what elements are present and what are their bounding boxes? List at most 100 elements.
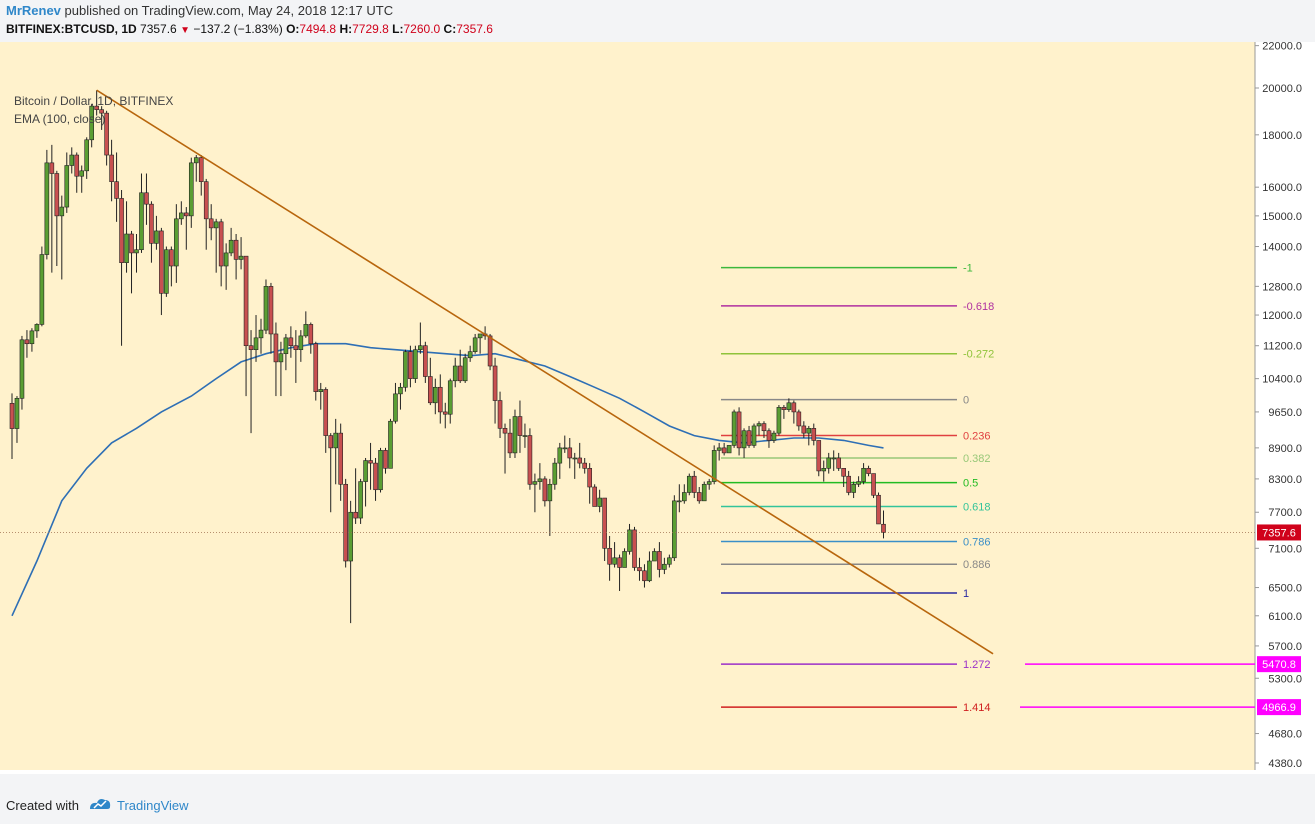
candle-body	[398, 386, 403, 395]
candle-body	[84, 139, 89, 172]
footer: Created with TradingView	[0, 786, 1315, 824]
price-chart[interactable]: ec18201815Feb15Mar15Apr16May15Jun15Jul22…	[0, 41, 1315, 786]
candle-body	[816, 440, 822, 472]
candle-body	[198, 157, 204, 182]
candle-body	[781, 407, 787, 410]
candle-body	[672, 500, 677, 559]
candle-body	[149, 203, 154, 244]
ohlc-line: BITFINEX:BTCUSD, 1D 7357.6 ▼ −137.2 (−1.…	[6, 22, 493, 36]
candle-body	[218, 221, 224, 267]
candle-body	[617, 557, 622, 568]
price-tick-label: 4680.0	[1268, 729, 1302, 741]
tradingview-link[interactable]: TradingView	[117, 798, 189, 813]
candle-body	[497, 400, 503, 429]
candle-body	[557, 447, 563, 464]
time-axis-bg	[0, 770, 1255, 774]
candle-body	[447, 380, 453, 415]
low-label: L:	[392, 22, 404, 36]
candle-body	[253, 337, 259, 350]
candle-body	[39, 254, 45, 325]
chart-area[interactable]: ec18201815Feb15Mar15Apr16May15Jun15Jul22…	[0, 41, 1315, 786]
candle-body	[492, 365, 498, 401]
last-price: 7357.6	[140, 22, 177, 36]
candle-body	[801, 425, 807, 434]
candle-body	[169, 249, 174, 267]
candle-body	[437, 386, 443, 413]
candle-body	[174, 218, 179, 267]
candle-body	[856, 481, 861, 485]
candle-body	[233, 239, 239, 260]
candle-body	[741, 430, 747, 449]
candle-body	[418, 345, 423, 350]
candle-body	[681, 492, 687, 502]
candle-body	[353, 511, 358, 519]
candle-body	[179, 212, 184, 220]
candle-body	[378, 450, 383, 491]
candle-body	[746, 430, 752, 446]
candle-body	[537, 478, 543, 482]
candle-body	[208, 218, 214, 229]
price-tick-label: 16000.0	[1262, 182, 1302, 194]
plot-background	[0, 42, 1255, 770]
candle-body	[472, 337, 478, 353]
candle-body	[517, 416, 523, 436]
candle-body	[388, 420, 393, 469]
candle-body	[622, 551, 627, 568]
candle-body	[373, 462, 378, 491]
candle-body	[502, 428, 508, 434]
target-label: 5470.8	[1262, 659, 1296, 671]
candle-body	[607, 548, 612, 565]
current-price-label: 7357.6	[1262, 527, 1296, 539]
candle-body	[612, 557, 617, 565]
candle-body	[871, 473, 876, 496]
price-tick-label: 4380.0	[1268, 758, 1302, 770]
candle-body	[577, 457, 583, 464]
price-tick-label: 22000.0	[1262, 42, 1302, 53]
candle-body	[273, 333, 279, 363]
candle-body	[642, 570, 647, 582]
candle-body	[836, 457, 841, 469]
candle-body	[29, 330, 35, 345]
price-tick-label: 12800.0	[1262, 281, 1302, 293]
candle-body	[94, 105, 99, 110]
downtrend-line	[96, 89, 994, 655]
price-tick-label: 7700.0	[1268, 507, 1302, 519]
open-label: O:	[286, 22, 300, 36]
candle-body	[806, 428, 812, 434]
candle-body	[627, 529, 632, 552]
fib-level-label: -0.272	[963, 349, 994, 361]
price-tick-label: 15000.0	[1262, 211, 1302, 223]
candle-body	[527, 435, 533, 485]
candle-body	[751, 425, 757, 446]
candle-body	[308, 324, 314, 345]
candle-body	[677, 500, 682, 503]
candle-body	[721, 447, 727, 454]
tradingview-logo-icon	[88, 796, 112, 817]
candle-body	[188, 162, 194, 217]
candle-body	[278, 353, 284, 363]
candle-body	[203, 181, 209, 220]
candle-body	[258, 329, 264, 339]
price-tick-label: 9650.0	[1268, 407, 1302, 419]
candle-body	[442, 411, 448, 415]
fib-level-label: 0.236	[963, 431, 991, 443]
candle-body	[298, 335, 304, 350]
candle-body	[811, 428, 817, 441]
candle-body	[841, 468, 846, 477]
fib-level-label: 1	[963, 588, 969, 600]
price-tick-label: 5700.0	[1268, 641, 1302, 653]
header-bar: MrRenev published on TradingView.com, Ma…	[0, 0, 1315, 42]
candle-body	[428, 376, 433, 404]
change-value: −137.2 (−1.83%)	[193, 22, 283, 36]
candle-body	[876, 494, 881, 525]
candle-body	[552, 462, 558, 485]
author-link[interactable]: MrRenev	[6, 3, 61, 18]
candle-body	[159, 230, 164, 294]
target-label: 4966.9	[1262, 702, 1296, 714]
candle-body	[861, 468, 866, 482]
candle-body	[358, 481, 363, 519]
candle-body	[223, 252, 229, 267]
candle-body	[457, 365, 463, 382]
candle-body	[487, 335, 493, 367]
candle-body	[696, 492, 702, 502]
